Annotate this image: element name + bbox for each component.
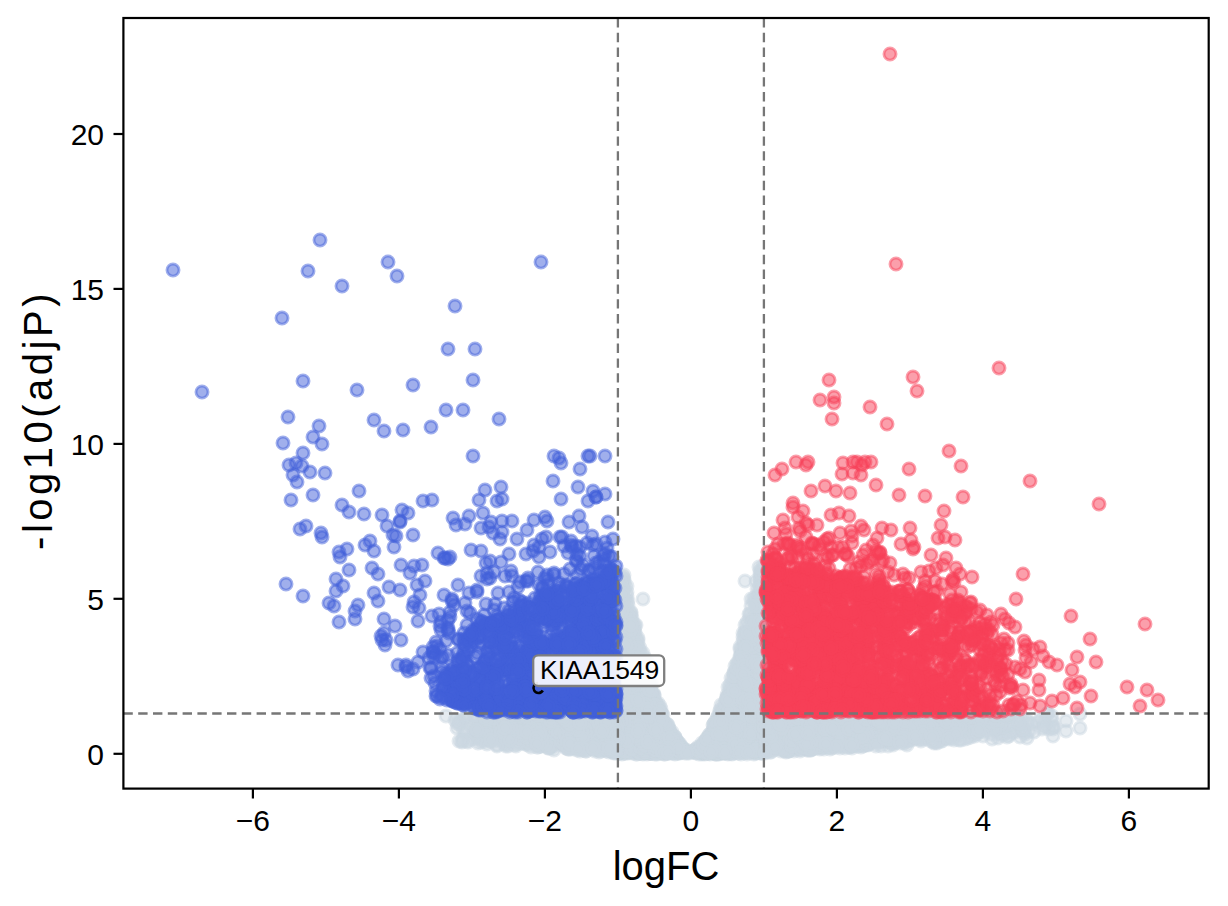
svg-text:-log10(adjP): -log10(adjP) (16, 290, 60, 550)
svg-text:logFC: logFC (613, 844, 720, 888)
svg-text:0: 0 (87, 738, 104, 771)
svg-text:6: 6 (1121, 804, 1138, 837)
svg-text:KIAA1549: KIAA1549 (540, 655, 659, 685)
svg-text:15: 15 (71, 273, 104, 306)
svg-text:0: 0 (683, 804, 700, 837)
svg-text:20: 20 (71, 118, 104, 151)
svg-text:5: 5 (87, 583, 104, 616)
svg-text:−4: −4 (382, 804, 416, 837)
svg-text:−2: −2 (528, 804, 562, 837)
svg-text:−6: −6 (236, 804, 270, 837)
svg-text:4: 4 (975, 804, 992, 837)
svg-text:2: 2 (829, 804, 846, 837)
svg-text:10: 10 (71, 428, 104, 461)
